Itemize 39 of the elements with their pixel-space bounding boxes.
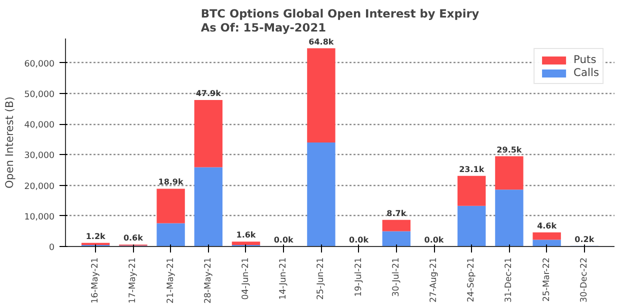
total-label: 0.0k <box>424 236 444 244</box>
chart-title: BTC Options Global Open Interest by Expiry As Of: 15-May-2021 <box>200 6 480 34</box>
total-label: 1.2k <box>86 232 106 241</box>
legend-label: Puts <box>574 53 596 66</box>
x-tick-label: 16-May-21 <box>90 257 101 304</box>
x-tick-label: 30-Dec-22 <box>579 257 590 303</box>
x-tick-label: 04-Jun-21 <box>240 257 251 300</box>
x-tick-label: 30-Jul-21 <box>391 258 402 297</box>
x-tick-label: 19-Jul-21 <box>354 258 364 297</box>
y-tick-label: 20,000 <box>24 182 55 192</box>
x-tick-label: 27-Aug-21 <box>429 257 440 302</box>
x-tick-label: 25-Jun-21 <box>316 257 326 300</box>
x-tick-label: 14-Jun-21 <box>278 257 289 300</box>
x-tick-label: 24-Sep-21 <box>466 258 477 302</box>
y-axis-title: Open Interest (B) <box>3 96 16 188</box>
y-tick-label: 30,000 <box>24 151 55 162</box>
total-label: 4.6k <box>537 221 558 230</box>
x-tick-label: 28-May-21 <box>203 257 214 304</box>
x-tick-label: 21-May-21 <box>166 257 176 304</box>
y-tick-label: 60,000 <box>24 59 55 70</box>
x-tick-label: 31-Dec-21 <box>504 257 514 303</box>
x-tick-label: 17-May-21 <box>128 257 138 304</box>
legend-label: Calls <box>574 66 599 79</box>
total-label: 0.0k <box>349 236 370 244</box>
total-label: 8.7k <box>386 208 407 218</box>
total-label: 23.1k <box>459 164 485 174</box>
total-label: 47.9k <box>196 88 222 98</box>
total-label: 0.0k <box>274 236 294 244</box>
x-tick-label: 25-Mar-22 <box>542 257 552 302</box>
total-label: 18.9k <box>158 178 184 187</box>
y-tick-label: 10,000 <box>24 212 55 222</box>
y-tick-label: 50,000 <box>24 90 55 100</box>
y-tick-label: 0 <box>48 243 55 253</box>
total-label: 0.6k <box>123 234 144 243</box>
total-label: 29.5k <box>496 145 522 154</box>
total-label: 64.8k <box>308 37 334 46</box>
total-label: 1.6k <box>236 230 256 240</box>
total-label: 0.2k <box>574 234 595 244</box>
y-tick-label: 40,000 <box>24 120 55 131</box>
